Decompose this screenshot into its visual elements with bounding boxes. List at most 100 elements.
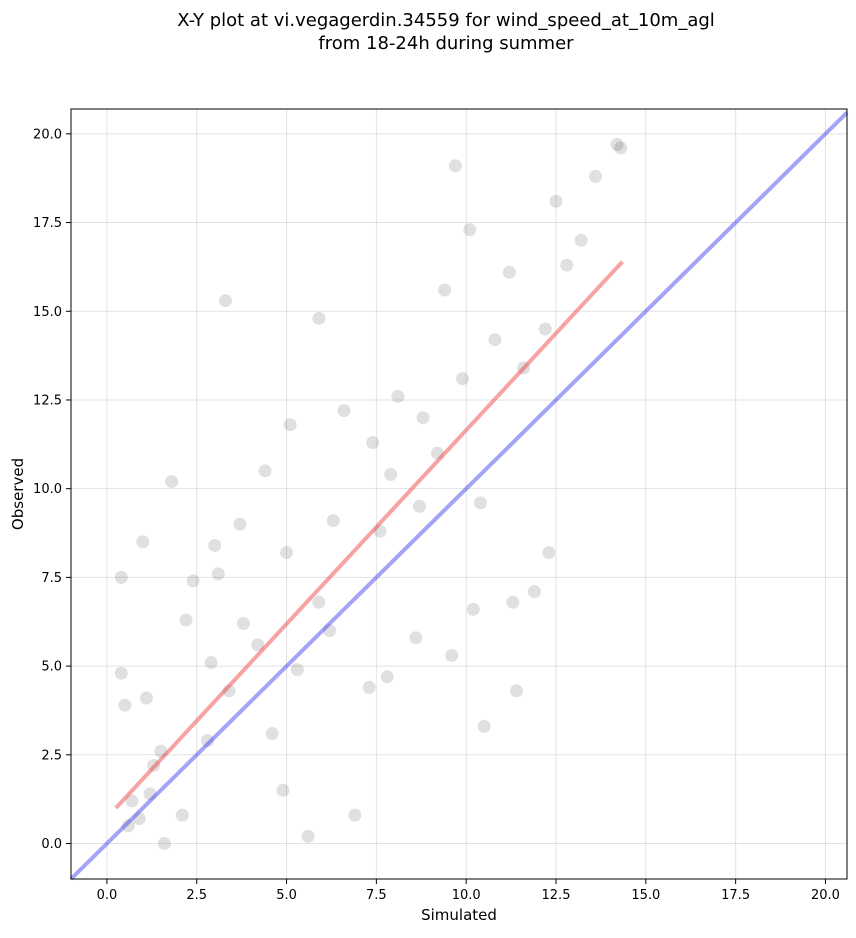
x-axis-label: Simulated: [421, 906, 497, 924]
data-point: [301, 829, 315, 843]
y-tick-label: 5.0: [41, 660, 62, 675]
data-point: [204, 656, 218, 670]
grid-layer: [71, 109, 847, 879]
y-axis-ticks: 0.0 2.5 5.0 7.5 10.0 12.5 15.0 17.5 20.0: [33, 127, 71, 852]
data-point: [312, 311, 326, 325]
data-point: [258, 464, 272, 478]
data-point: [416, 411, 430, 425]
lines-layer: [69, 111, 849, 881]
data-point: [466, 602, 480, 616]
data-point: [136, 535, 150, 549]
data-point: [201, 734, 215, 748]
data-point: [474, 496, 488, 510]
points-layer: [114, 137, 628, 851]
data-point: [283, 418, 297, 432]
x-tick-label: 20.0: [811, 888, 840, 903]
data-point: [233, 517, 247, 531]
chart-title-line-2: from 18-24h during summer: [318, 33, 574, 54]
data-point: [384, 467, 398, 481]
data-point: [236, 617, 250, 631]
x-tick-label: 10.0: [452, 888, 481, 903]
data-point: [165, 475, 179, 489]
data-point: [222, 684, 236, 698]
data-point: [125, 794, 139, 808]
data-point: [121, 819, 135, 833]
data-point: [323, 624, 337, 638]
data-point: [527, 585, 541, 599]
x-tick-label: 12.5: [542, 888, 571, 903]
data-point: [409, 631, 423, 645]
x-tick-label: 7.5: [366, 888, 387, 903]
data-point: [143, 787, 157, 801]
x-tick-label: 5.0: [276, 888, 297, 903]
data-point: [380, 670, 394, 684]
data-point: [251, 638, 265, 652]
data-point: [132, 812, 146, 826]
data-point: [114, 666, 128, 680]
data-point: [477, 719, 491, 733]
data-point: [438, 283, 452, 297]
data-point: [290, 663, 304, 677]
y-tick-label: 0.0: [41, 837, 62, 852]
data-point: [589, 169, 603, 183]
data-point: [488, 333, 502, 347]
data-point: [614, 141, 628, 155]
data-point: [154, 744, 168, 758]
y-tick-label: 17.5: [33, 216, 62, 231]
x-axis-ticks: 0.0 2.5 5.0 7.5 10.0 12.5 15.0 17.5 20.0: [97, 879, 840, 903]
data-point: [326, 514, 340, 528]
data-point: [430, 446, 444, 460]
data-point: [157, 837, 171, 851]
data-point: [147, 758, 161, 772]
plot-frame: [70, 108, 848, 880]
data-point: [348, 808, 362, 822]
data-point: [139, 691, 153, 705]
data-point: [179, 613, 193, 627]
x-tick-label: 0.0: [97, 888, 118, 903]
data-point: [218, 294, 232, 308]
x-tick-label: 2.5: [186, 888, 207, 903]
data-point: [542, 546, 556, 560]
data-point: [560, 258, 574, 272]
data-point: [175, 808, 189, 822]
data-point: [549, 194, 563, 208]
data-point: [373, 524, 387, 538]
data-point: [506, 595, 520, 609]
chart-title-line-1: X-Y plot at vi.vegagerdin.34559 for wind…: [177, 10, 715, 31]
identity-line: [69, 111, 849, 881]
data-point: [502, 265, 516, 279]
data-point: [337, 404, 351, 418]
y-tick-label: 2.5: [41, 748, 62, 763]
data-point: [118, 698, 132, 712]
data-point: [574, 233, 588, 247]
data-point: [186, 574, 200, 588]
y-tick-label: 20.0: [33, 127, 62, 142]
y-tick-label: 15.0: [33, 305, 62, 320]
y-axis-label: Observed: [9, 458, 27, 530]
data-point: [280, 546, 294, 560]
y-tick-label: 7.5: [41, 571, 62, 586]
x-tick-label: 17.5: [721, 888, 750, 903]
data-point: [391, 389, 405, 403]
y-tick-label: 12.5: [33, 393, 62, 408]
data-point: [456, 372, 470, 386]
data-point: [412, 499, 426, 513]
data-point: [211, 567, 225, 581]
y-tick-label: 10.0: [33, 482, 62, 497]
data-point: [517, 361, 531, 375]
data-point: [114, 570, 128, 584]
fit-line: [114, 260, 624, 810]
data-point: [538, 322, 552, 336]
data-point: [448, 159, 462, 173]
data-point: [445, 648, 459, 662]
data-point: [276, 783, 290, 797]
data-point: [362, 680, 376, 694]
data-point: [610, 137, 624, 151]
x-tick-label: 15.0: [631, 888, 660, 903]
data-point: [366, 436, 380, 450]
data-point: [265, 727, 279, 741]
data-point: [463, 223, 477, 237]
data-point: [208, 538, 222, 552]
